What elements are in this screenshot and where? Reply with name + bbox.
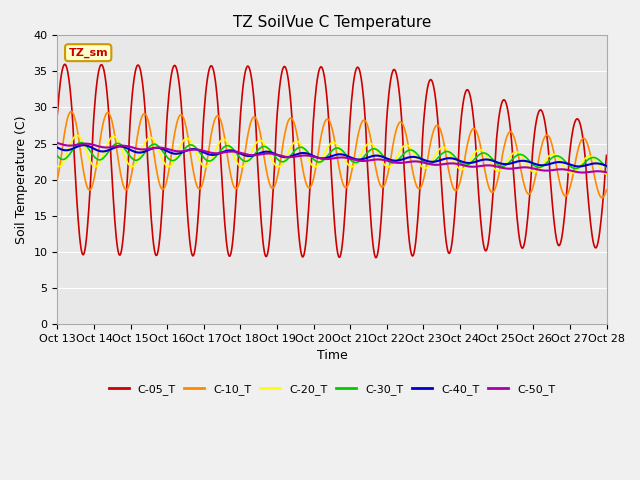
C-10_T — [63, 116, 71, 122]
C-50_T — [63, 143, 71, 148]
C-40_T — [63, 147, 71, 153]
C-30_T — [603, 164, 611, 170]
Line: C-20_T: C-20_T — [58, 135, 607, 175]
C-10_T — [598, 195, 605, 201]
C-40_T — [177, 150, 184, 156]
C-30_T — [54, 153, 61, 159]
C-20_T — [415, 161, 423, 167]
C-05_T — [416, 181, 424, 187]
C-50_T — [120, 143, 128, 148]
Line: C-10_T: C-10_T — [58, 111, 607, 198]
C-10_T — [121, 186, 129, 192]
C-05_T — [177, 92, 184, 97]
Y-axis label: Soil Temperature (C): Soil Temperature (C) — [15, 115, 28, 244]
X-axis label: Time: Time — [317, 349, 348, 362]
C-50_T — [415, 159, 422, 165]
C-20_T — [205, 160, 213, 166]
C-40_T — [399, 156, 407, 162]
C-50_T — [603, 169, 611, 175]
C-30_T — [177, 152, 184, 157]
C-30_T — [77, 140, 85, 145]
C-10_T — [205, 143, 213, 148]
C-10_T — [415, 186, 423, 192]
C-40_T — [575, 164, 583, 169]
C-30_T — [572, 166, 579, 171]
Legend: C-05_T, C-10_T, C-20_T, C-30_T, C-40_T, C-50_T: C-05_T, C-10_T, C-20_T, C-30_T, C-40_T, … — [104, 379, 560, 399]
C-30_T — [205, 158, 213, 164]
C-05_T — [54, 111, 61, 117]
C-40_T — [54, 144, 61, 150]
C-40_T — [205, 152, 213, 157]
Line: C-40_T: C-40_T — [58, 145, 607, 167]
Line: C-05_T: C-05_T — [58, 64, 607, 258]
C-20_T — [399, 144, 407, 149]
C-10_T — [603, 187, 611, 192]
C-30_T — [63, 154, 71, 160]
C-05_T — [61, 61, 69, 67]
C-50_T — [176, 148, 184, 154]
C-10_T — [54, 176, 61, 182]
C-20_T — [177, 144, 184, 149]
C-20_T — [63, 149, 71, 155]
C-20_T — [74, 132, 81, 138]
C-05_T — [603, 153, 611, 158]
Line: C-50_T: C-50_T — [58, 143, 607, 172]
C-10_T — [399, 122, 407, 128]
Line: C-30_T: C-30_T — [58, 143, 607, 168]
C-40_T — [121, 144, 129, 150]
C-50_T — [579, 169, 587, 175]
C-05_T — [400, 165, 408, 171]
C-50_T — [54, 140, 61, 146]
C-10_T — [177, 112, 184, 118]
C-20_T — [121, 154, 129, 159]
C-05_T — [205, 66, 213, 72]
C-20_T — [603, 172, 611, 178]
C-40_T — [415, 155, 423, 161]
C-40_T — [603, 163, 611, 168]
C-50_T — [205, 149, 212, 155]
Text: TZ_sm: TZ_sm — [68, 48, 108, 58]
C-30_T — [121, 146, 129, 152]
Title: TZ SoilVue C Temperature: TZ SoilVue C Temperature — [233, 15, 431, 30]
C-20_T — [54, 163, 61, 169]
C-10_T — [67, 108, 75, 114]
C-50_T — [399, 160, 406, 166]
C-05_T — [64, 71, 72, 77]
C-40_T — [79, 142, 87, 148]
C-05_T — [372, 255, 380, 261]
C-05_T — [121, 218, 129, 224]
C-30_T — [399, 151, 407, 157]
C-30_T — [415, 154, 423, 159]
